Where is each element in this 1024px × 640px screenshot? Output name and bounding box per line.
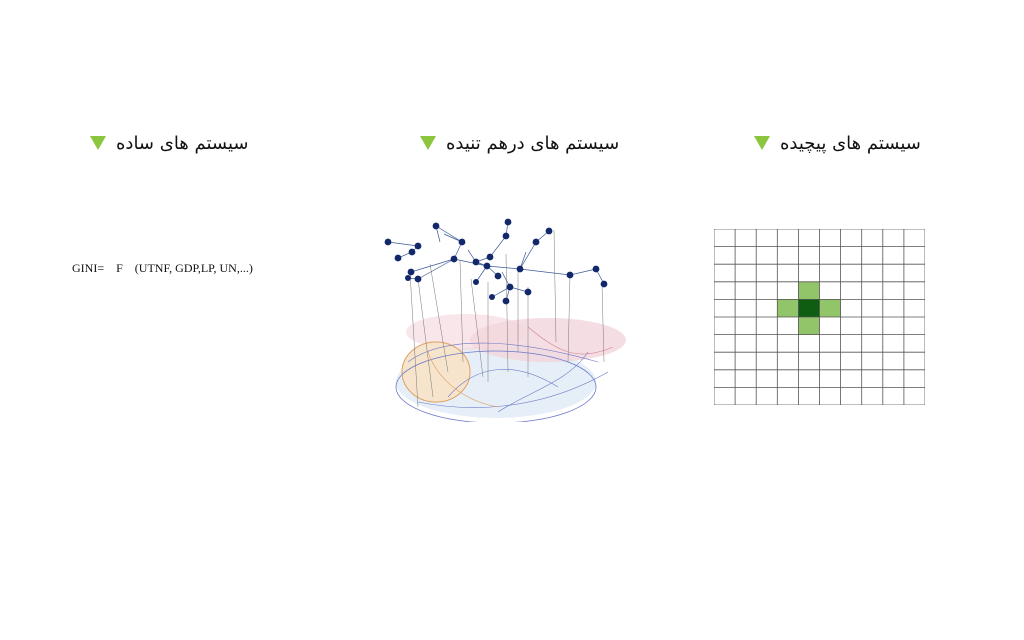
network-node bbox=[502, 297, 510, 305]
network-node bbox=[432, 222, 440, 230]
network-node bbox=[524, 288, 532, 296]
heading-complex-systems: سیستم های پیچیده bbox=[754, 130, 921, 156]
network-node bbox=[408, 248, 416, 256]
network-node bbox=[472, 258, 480, 266]
heading-complex-label: سیستم های پیچیده bbox=[780, 132, 921, 154]
network-nodes bbox=[384, 218, 608, 305]
network-node bbox=[600, 280, 608, 288]
cellular-grid-figure bbox=[714, 229, 925, 405]
gini-formula: GINI= F (UTNF, GDP,LP, UN,...) bbox=[72, 261, 253, 276]
network-node bbox=[483, 262, 491, 270]
formula-args: (UTNF, GDP,LP, UN,...) bbox=[134, 261, 253, 275]
center-cell bbox=[798, 299, 820, 317]
network-node bbox=[532, 238, 540, 246]
formula-func: F bbox=[116, 261, 123, 275]
network-node bbox=[458, 238, 466, 246]
network-node bbox=[414, 242, 422, 250]
triangle-down-icon bbox=[90, 136, 106, 150]
triangle-down-icon bbox=[420, 136, 436, 150]
neighbor-cell bbox=[819, 299, 841, 317]
network-node bbox=[566, 271, 574, 279]
network-node bbox=[405, 275, 411, 281]
network-node bbox=[545, 227, 553, 235]
network-node bbox=[516, 265, 524, 273]
network-node bbox=[504, 218, 512, 226]
network-node bbox=[502, 232, 510, 240]
heading-tangled-systems: سیستم های درهم تنیده bbox=[420, 130, 619, 156]
network-node bbox=[486, 253, 494, 261]
network-node bbox=[489, 294, 495, 300]
network-graph-figure bbox=[384, 218, 626, 422]
neighbor-cell bbox=[798, 281, 820, 300]
network-node bbox=[450, 255, 458, 263]
neighbor-cell bbox=[777, 299, 799, 317]
neighbor-cell bbox=[798, 317, 820, 335]
network-node bbox=[506, 283, 514, 291]
formula-lhs: GINI= bbox=[72, 261, 105, 275]
network-node bbox=[407, 268, 415, 276]
heading-tangled-label: سیستم های درهم تنیده bbox=[446, 132, 620, 154]
triangle-down-icon bbox=[754, 136, 770, 150]
network-node bbox=[592, 265, 600, 273]
network-edges bbox=[387, 221, 605, 302]
network-node bbox=[494, 272, 502, 280]
network-node bbox=[414, 275, 422, 283]
heading-simple-label: سیستم های ساده bbox=[116, 132, 249, 154]
network-node bbox=[473, 279, 479, 285]
network-node bbox=[394, 254, 402, 262]
heading-simple-systems: سیستم های ساده bbox=[90, 130, 249, 156]
drop-lines bbox=[409, 229, 605, 408]
network-node bbox=[384, 238, 392, 246]
system-map-background bbox=[395, 314, 626, 422]
